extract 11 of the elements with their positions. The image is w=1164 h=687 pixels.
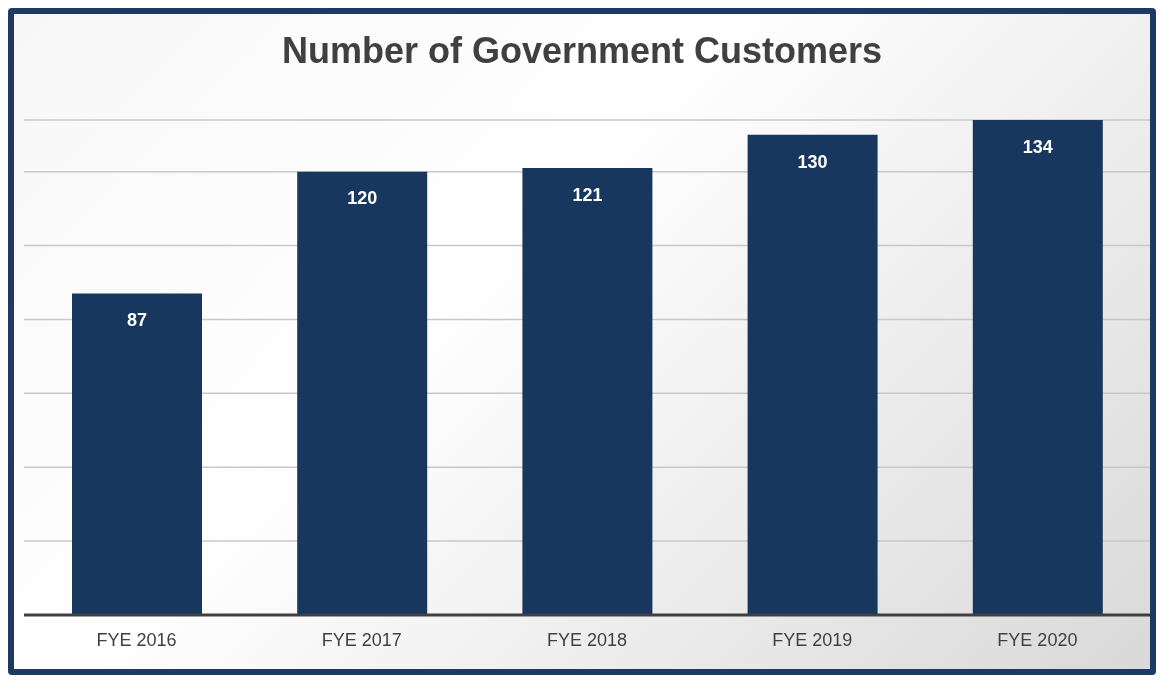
x-tick-label: FYE 2020 <box>997 629 1078 650</box>
chart-title: Number of Government Customers <box>280 29 884 73</box>
x-tick-label: FYE 2018 <box>546 629 628 650</box>
data-label: 121 <box>572 184 603 205</box>
data-label: 120 <box>347 188 378 209</box>
x-tick-label: FYE 2017 <box>321 629 402 650</box>
data-label: 130 <box>797 151 828 172</box>
data-label: 134 <box>1022 136 1053 157</box>
x-tick-label: FYE 2016 <box>96 629 177 650</box>
x-tick-label: FYE 2019 <box>772 629 853 650</box>
data-label: 87 <box>126 310 148 331</box>
